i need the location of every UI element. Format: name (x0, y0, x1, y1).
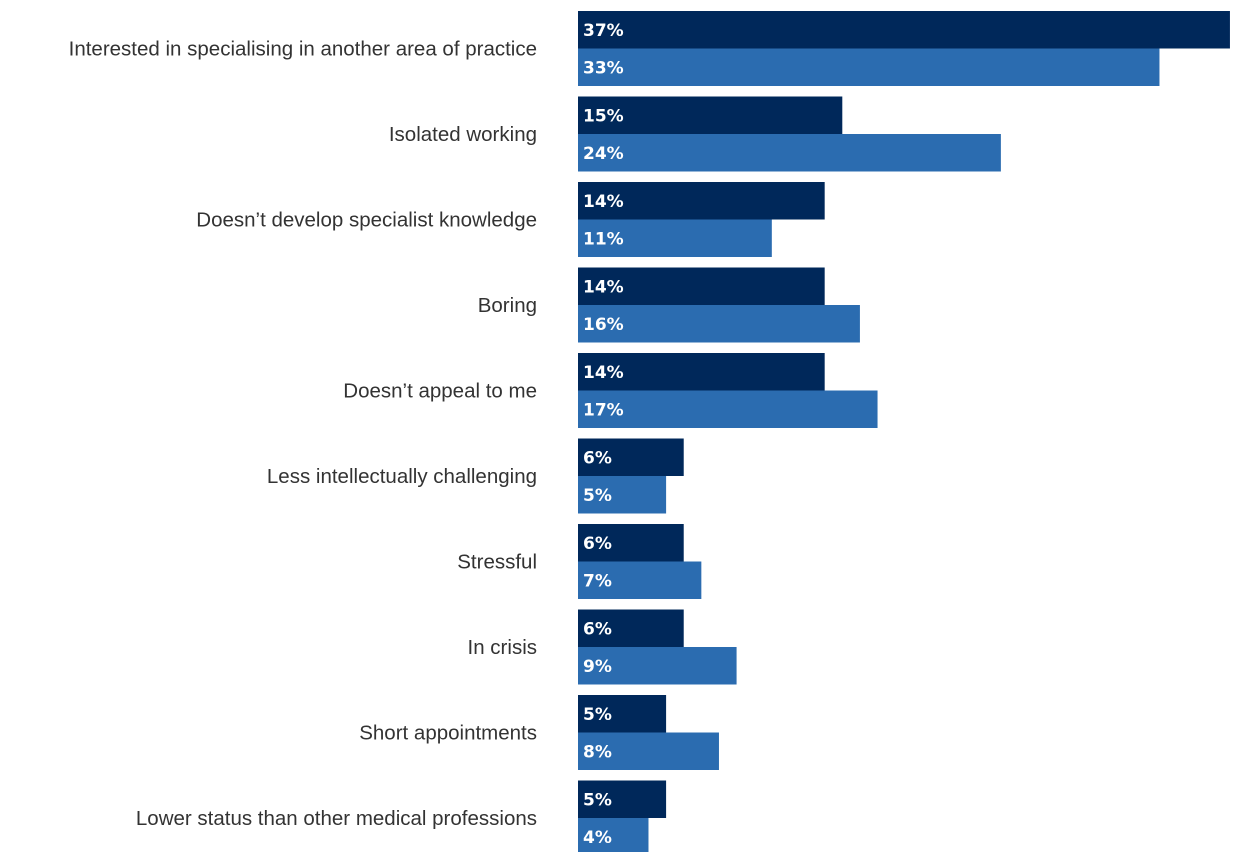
bar-series-1 (578, 695, 667, 733)
bar-series-2 (578, 818, 649, 852)
category-group: Interested in specialising in another ar… (69, 11, 1230, 86)
bar-series-1 (578, 780, 667, 818)
data-label: 6% (583, 448, 612, 468)
category-label: In crisis (468, 636, 537, 659)
category-group: Boring 14% 16% (478, 267, 860, 343)
category-label: Lower status than other medical professi… (136, 807, 537, 830)
category-label: Boring (478, 294, 537, 317)
category-group: In crisis 6% 9% (468, 609, 737, 685)
data-label: 15% (583, 106, 624, 126)
data-label: 7% (583, 571, 612, 591)
category-label: Doesn’t appeal to me (343, 380, 537, 403)
bar-series-1 (578, 524, 684, 562)
category-group: Stressful 6% 7% (457, 524, 702, 599)
data-label: 8% (583, 742, 612, 762)
data-label: 14% (583, 363, 624, 383)
bar-series-1 (578, 267, 825, 305)
data-label: 16% (583, 315, 624, 335)
bar-series-2 (578, 390, 878, 428)
bar-series-1 (578, 11, 1230, 49)
category-group: Less intellectually challenging 6% 5% (267, 438, 684, 514)
category-label: Doesn’t develop specialist knowledge (196, 209, 537, 232)
bar-series-2 (578, 48, 1160, 86)
data-label: 14% (583, 192, 624, 212)
data-label: 14% (583, 277, 624, 297)
data-label: 17% (583, 400, 624, 420)
bar-series-1 (578, 182, 825, 220)
data-label: 9% (583, 657, 612, 677)
bar-series-1 (578, 353, 825, 391)
category-label: Short appointments (359, 722, 537, 745)
data-label: 5% (583, 705, 612, 725)
bar-series-2 (578, 219, 772, 257)
data-label: 4% (583, 828, 612, 848)
bar-series-2 (578, 476, 667, 514)
bar-series-2 (578, 732, 719, 770)
data-label: 5% (583, 790, 612, 810)
bar-series-2 (578, 561, 702, 599)
category-group: Doesn’t appeal to me 14% 17% (343, 353, 878, 428)
bar-series-1 (578, 96, 843, 134)
data-label: 37% (583, 21, 624, 41)
data-label: 6% (583, 619, 612, 639)
bar-series-2 (578, 305, 860, 343)
bar-series-1 (578, 438, 684, 476)
data-label: 5% (583, 486, 612, 506)
category-label: Isolated working (389, 123, 537, 146)
data-label: 6% (583, 534, 612, 554)
category-group: Lower status than other medical professi… (136, 780, 667, 852)
data-label: 24% (583, 144, 624, 164)
category-label: Less intellectually challenging (267, 465, 537, 488)
bar-series-2 (578, 647, 737, 685)
bar-series-1 (578, 609, 684, 647)
category-label: Interested in specialising in another ar… (69, 38, 537, 61)
data-label: 11% (583, 229, 624, 249)
data-label: 33% (583, 58, 624, 78)
bar-series-2 (578, 134, 1001, 172)
category-group: Isolated working 15% 24% (389, 96, 1001, 172)
category-group: Short appointments 5% 8% (359, 695, 719, 770)
category-label: Stressful (457, 551, 537, 574)
category-group: Doesn’t develop specialist knowledge 14% 1… (196, 182, 825, 257)
